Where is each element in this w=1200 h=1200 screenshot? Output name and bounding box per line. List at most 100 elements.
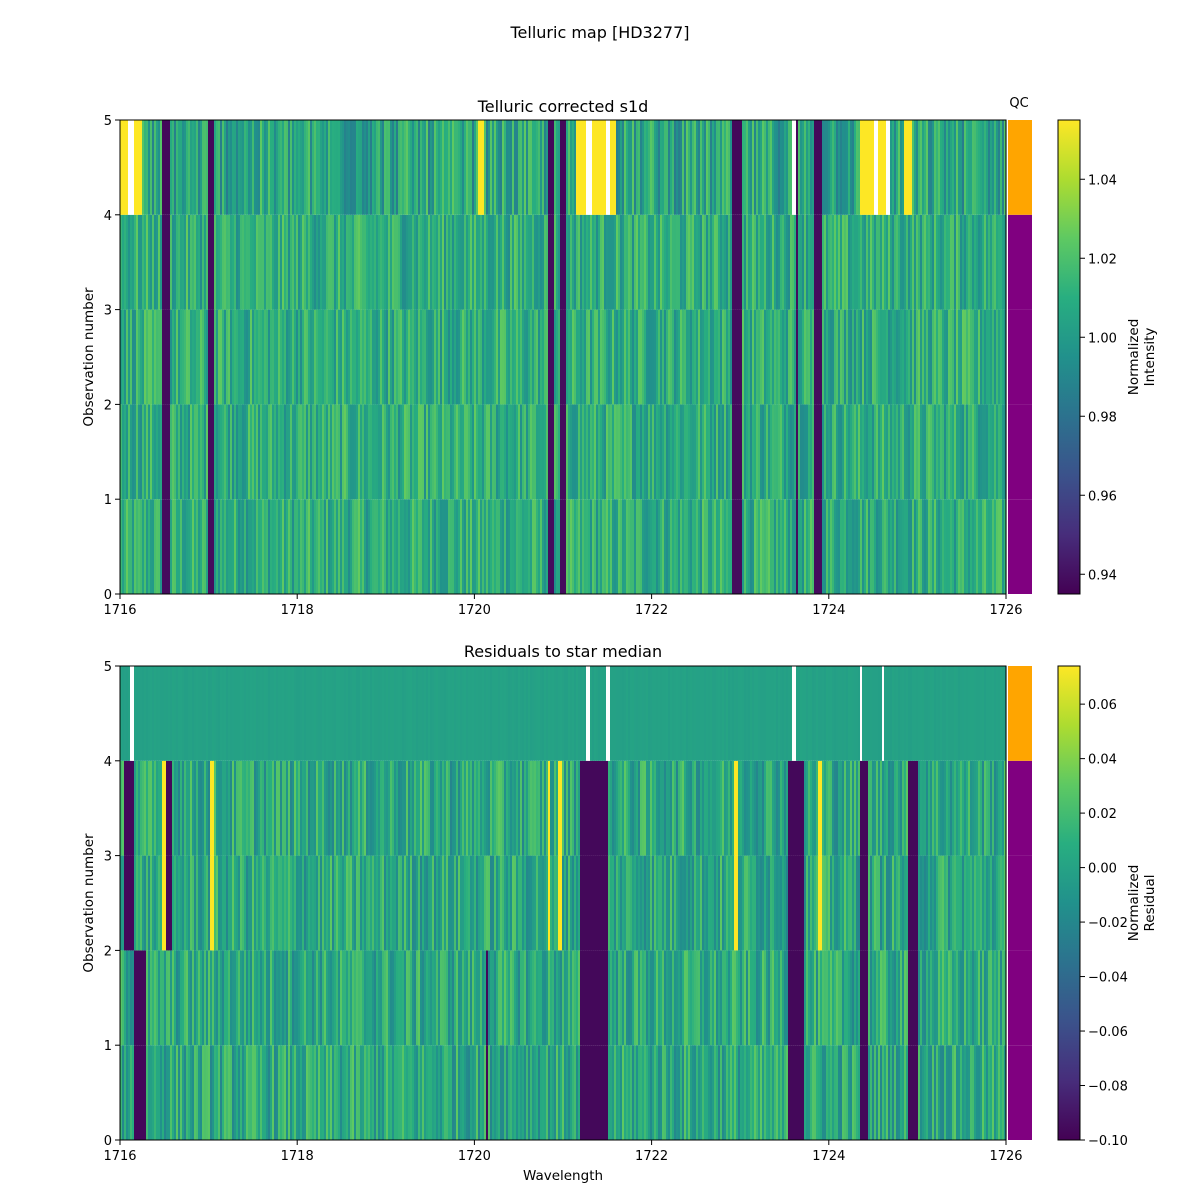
heatmap-cell (148, 404, 151, 500)
heatmap-cell (946, 499, 949, 594)
heatmap-cell (708, 1045, 711, 1140)
heatmap-cell (826, 950, 829, 1046)
heatmap-cell (796, 666, 799, 761)
heatmap-cell (596, 404, 599, 500)
heatmap-cell (254, 855, 257, 951)
heatmap-cell (486, 309, 489, 405)
heatmap-cell (818, 214, 821, 310)
heatmap-cell (338, 855, 341, 951)
heatmap-cell (146, 855, 149, 951)
heatmap-cell (464, 950, 467, 1046)
heatmap-cell (848, 499, 851, 594)
heatmap-cell (574, 309, 577, 405)
heatmap-cell (614, 404, 617, 500)
heatmap-cell (158, 309, 161, 405)
heatmap-cell (648, 499, 651, 594)
heatmap-cell (202, 760, 205, 856)
heatmap-cell (752, 666, 755, 761)
heatmap-cell (498, 1045, 501, 1140)
heatmap-cell (968, 499, 971, 594)
heatmap-cell (308, 309, 311, 405)
heatmap-cell (376, 666, 379, 761)
heatmap-cell (486, 950, 489, 1046)
qc-label: QC (1009, 96, 1028, 111)
heatmap-cell (294, 666, 297, 761)
heatmap-cell (324, 760, 327, 856)
heatmap-cell (524, 855, 527, 951)
heatmap-cell (702, 1045, 705, 1140)
heatmap-cell (570, 855, 573, 951)
heatmap-cell (152, 309, 155, 405)
heatmap-cell (350, 404, 353, 500)
heatmap-cell (310, 950, 313, 1046)
heatmap-cell (788, 950, 791, 1046)
heatmap-cell (660, 855, 663, 951)
heatmap-cell (950, 499, 953, 594)
heatmap-cell (896, 950, 899, 1046)
heatmap-cell (722, 950, 725, 1046)
heatmap-cell (120, 120, 123, 215)
heatmap-cell (304, 1045, 307, 1140)
heatmap-cell (310, 1045, 313, 1140)
heatmap-cell (924, 855, 927, 951)
heatmap-cell (442, 950, 445, 1046)
heatmap-cell (632, 1045, 635, 1140)
heatmap-cell (976, 855, 979, 951)
heatmap-cell (884, 309, 887, 405)
heatmap-cell (498, 404, 501, 500)
heatmap-cell (624, 120, 627, 215)
heatmap-cell (932, 214, 935, 310)
heatmap-cell (334, 760, 337, 856)
heatmap-cell (858, 760, 861, 856)
heatmap-cell (748, 404, 751, 500)
heatmap-cell (266, 666, 269, 761)
heatmap-cell (316, 950, 319, 1046)
heatmap-cell (594, 404, 597, 500)
heatmap-cell (994, 855, 997, 951)
heatmap-cell (598, 666, 601, 761)
heatmap-cell (752, 1045, 755, 1140)
heatmap-cell (184, 855, 187, 951)
heatmap-cell (346, 950, 349, 1046)
heatmap-cell (742, 120, 745, 215)
heatmap-cell (872, 855, 875, 951)
heatmap-cell (640, 855, 643, 951)
heatmap-cell (506, 499, 509, 594)
heatmap-cell (640, 499, 643, 594)
heatmap-cell (250, 309, 253, 405)
heatmap-cell (586, 214, 589, 310)
heatmap-cell (204, 309, 207, 405)
heatmap-cell (686, 499, 689, 594)
heatmap-cell (386, 855, 389, 951)
heatmap-cell (174, 214, 177, 310)
heatmap-cell (546, 120, 549, 215)
colorbar-tick-label: 1.00 (1088, 331, 1117, 346)
heatmap-cell (470, 499, 473, 594)
heatmap-cell (134, 120, 137, 215)
heatmap-cell (386, 309, 389, 405)
heatmap-cell (890, 855, 893, 951)
heatmap-cell (802, 309, 805, 405)
heatmap-cell (894, 855, 897, 951)
heatmap-cell (584, 666, 587, 761)
heatmap-cell (836, 1045, 839, 1140)
heatmap-cell (230, 855, 233, 951)
heatmap-cell (124, 950, 127, 1046)
heatmap-cell (684, 760, 687, 856)
heatmap-cell (250, 499, 253, 594)
heatmap-cell (276, 855, 279, 951)
heatmap-cell (796, 760, 799, 856)
heatmap-cell (522, 1045, 525, 1140)
heatmap-cell (176, 1045, 179, 1140)
heatmap-cell (584, 855, 587, 951)
heatmap-cell (212, 760, 215, 856)
heatmap-cell (162, 214, 165, 310)
heatmap-cell (588, 499, 591, 594)
heatmap-cell (348, 309, 351, 405)
heatmap-cell (810, 309, 813, 405)
heatmap-cell (500, 666, 503, 761)
heatmap-cell (578, 404, 581, 500)
heatmap-cell (514, 855, 517, 951)
heatmap-cell (162, 120, 165, 215)
qc-cell-2 (1008, 855, 1032, 951)
